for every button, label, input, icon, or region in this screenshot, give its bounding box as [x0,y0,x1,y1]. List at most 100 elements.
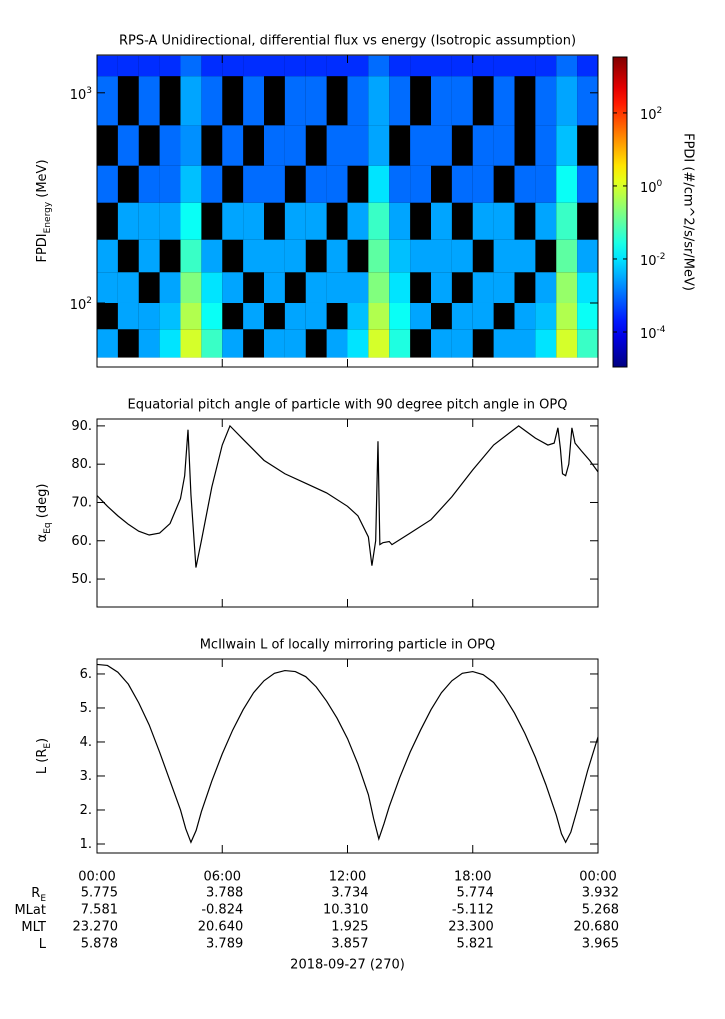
heatmap-cell [514,55,536,77]
y-tick-label: 103 [70,85,92,102]
heatmap-cell [514,329,536,358]
colorbar-tick-label: 100 [640,178,663,195]
ephemeris-label: MLat [14,903,46,918]
x-tick-label: 18:00 [454,870,491,885]
y-axis-label-part: (deg) [35,484,50,523]
ephemeris-value: 5.268 [582,903,619,918]
y-tick-label-exp: 2 [86,295,92,305]
heatmap-cell [556,125,578,166]
heatmap-cell [347,202,369,240]
heatmap-cell [556,239,578,273]
heatmap-cell [347,329,369,358]
heatmap-cell [347,302,369,330]
ephemeris-value: 3.857 [331,937,368,952]
heatmap-cell [514,302,536,330]
heatmap-cell [493,239,515,273]
heatmap-cell [431,125,452,166]
colorbar-tick-exp: -2 [657,251,666,261]
heatmap-cell [577,55,598,77]
heatmap-cell [201,239,223,273]
y-tick-label-text: 6. [80,666,92,681]
heatmap-cell [535,272,557,303]
colorbar-tick-label: 10-2 [640,251,666,268]
heatmap-cell [180,125,202,166]
heatmap-cell [577,329,598,358]
y-tick-label-text: 50. [71,572,92,587]
heatmap-cell [535,165,557,203]
heatmap-cell [451,239,473,273]
heatmap-cell [97,239,118,273]
ephemeris-label-text: MLT [21,920,46,935]
heatmap-cell [368,329,390,358]
ephemeris-value: 20.640 [198,920,244,935]
heatmap-cell [556,76,578,126]
y-tick-label-text: 5. [80,700,92,715]
heatmap-cell [535,55,557,77]
ephemeris-value: 23.270 [73,920,119,935]
y-axis-label-part: α [35,534,50,543]
heatmap-cell [201,272,223,303]
heatmap-cell [159,202,181,240]
heatmap-cell [180,76,202,126]
y-tick-label: 5. [80,700,92,715]
y-tick-label-text: 70. [71,495,92,510]
heatmap-cell [180,55,202,77]
heatmap-cell [264,125,285,166]
y-tick-label: 6. [80,666,92,681]
ephemeris-value: 23.300 [448,920,494,935]
heatmap-cell [243,55,264,77]
heatmap-cell [472,125,494,166]
heatmap-cell [431,202,452,240]
heatmap-cell [201,329,223,358]
heatmap-cell [493,202,515,240]
heatmap-cell [305,202,327,240]
heatmap-cell [117,272,139,303]
heatmap-cell [389,202,411,240]
heatmap-cell [159,272,181,303]
y-tick-label-text: 2. [80,802,92,817]
colorbar-tick-base: 10 [640,253,657,268]
y-tick-label-text: 3. [80,768,92,783]
heatmap-cell [138,202,160,240]
ephemeris-label: MLT [21,920,46,935]
ephemeris-label-text: R [31,886,40,901]
heatmap-cell [389,165,411,203]
heatmap-cell [535,125,557,166]
heatmap-cell [326,239,348,273]
y-tick-label: 102 [70,295,92,312]
heatmap-cell [284,55,306,77]
heatmap-cell [97,329,118,358]
heatmap-cell [431,55,452,77]
heatmap-cell [159,329,181,358]
heatmap-cell [535,76,557,126]
heatmap-cell [556,272,578,303]
data-line [96,424,599,568]
y-axis-label-part: E [43,743,53,749]
heatmap-cell [472,55,494,77]
heatmap-cell [138,329,160,358]
heatmap-cell [368,55,390,77]
ephemeris-value: 3.965 [582,937,619,952]
heatmap-cell [535,302,557,330]
ephemeris-label-text: L [39,937,47,952]
heatmap-cell [243,302,264,330]
heatmap-cell [97,76,118,126]
ephemeris-value: 5.878 [81,937,118,952]
panel-title: Equatorial pitch angle of particle with … [128,398,568,413]
heatmap-cell [535,329,557,358]
colorbar [612,56,628,368]
y-tick-label: 80. [71,457,92,472]
heatmap-cell [138,302,160,330]
panel-title: RPS-A Unidirectional, differential flux … [119,34,576,49]
heatmap-cell [431,239,452,273]
heatmap-cell [389,239,411,273]
y-axis-label-part: Energy [43,201,53,233]
x-axis-label: 2018-09-27 (270) [290,958,405,973]
heatmap-cell [222,272,244,303]
heatmap-cell [389,302,411,330]
heatmap-cell [493,76,515,126]
x-tick-label: 00:00 [579,870,616,885]
ephemeris-value: 10.310 [323,903,369,918]
heatmap-cell [410,239,431,273]
